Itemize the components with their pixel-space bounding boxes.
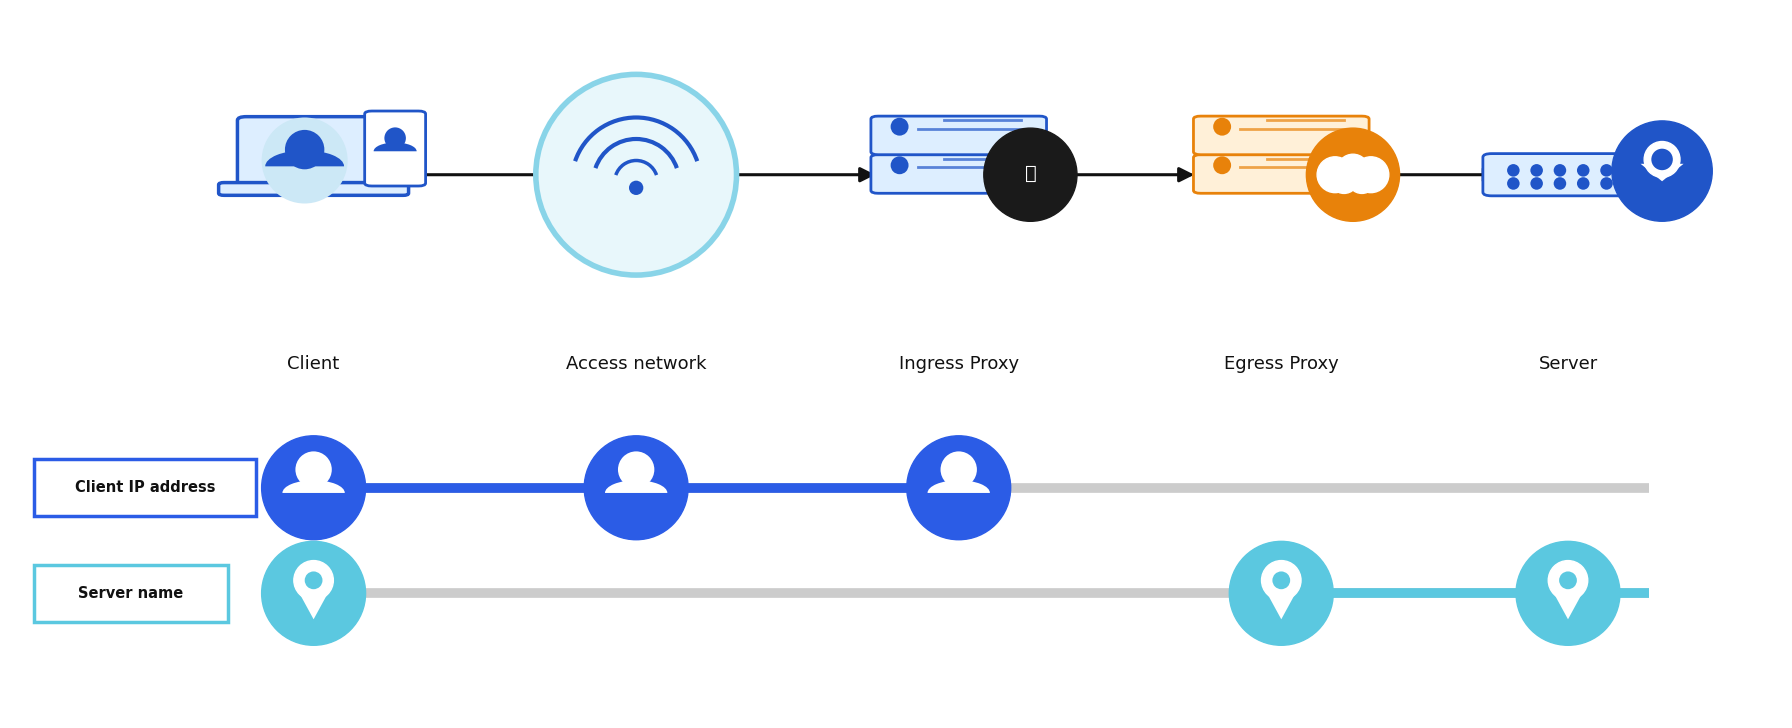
FancyBboxPatch shape	[1484, 154, 1652, 196]
Ellipse shape	[1507, 164, 1520, 177]
Ellipse shape	[536, 74, 737, 275]
Ellipse shape	[1262, 561, 1301, 600]
Ellipse shape	[1330, 165, 1358, 194]
Text: Egress Proxy: Egress Proxy	[1224, 355, 1339, 373]
Ellipse shape	[1507, 177, 1520, 190]
Ellipse shape	[285, 130, 324, 170]
FancyBboxPatch shape	[871, 116, 1047, 154]
Ellipse shape	[294, 561, 333, 600]
Wedge shape	[928, 480, 989, 493]
Ellipse shape	[1554, 177, 1566, 190]
Ellipse shape	[891, 157, 909, 174]
Text: Server name: Server name	[79, 586, 183, 601]
Ellipse shape	[1530, 177, 1543, 190]
Ellipse shape	[305, 571, 323, 589]
FancyBboxPatch shape	[1193, 154, 1369, 193]
Text: Client IP address: Client IP address	[75, 480, 215, 495]
Ellipse shape	[1613, 121, 1713, 221]
FancyBboxPatch shape	[237, 116, 389, 195]
Polygon shape	[1552, 590, 1584, 620]
Ellipse shape	[1348, 165, 1376, 194]
Ellipse shape	[1516, 542, 1620, 645]
Ellipse shape	[1337, 154, 1369, 186]
FancyBboxPatch shape	[366, 111, 426, 186]
Ellipse shape	[262, 117, 348, 204]
Ellipse shape	[1554, 164, 1566, 177]
Text: Server: Server	[1538, 355, 1598, 373]
Text: : 	[1025, 164, 1036, 183]
FancyBboxPatch shape	[34, 565, 228, 622]
FancyBboxPatch shape	[871, 154, 1047, 193]
Ellipse shape	[296, 451, 332, 488]
Ellipse shape	[1229, 542, 1333, 645]
Ellipse shape	[941, 451, 977, 488]
Ellipse shape	[1548, 561, 1588, 600]
Polygon shape	[297, 590, 330, 620]
Text: Ingress Proxy: Ingress Proxy	[898, 355, 1020, 373]
Ellipse shape	[262, 436, 366, 539]
FancyBboxPatch shape	[1193, 116, 1369, 154]
Ellipse shape	[618, 451, 654, 488]
Ellipse shape	[1577, 164, 1590, 177]
Ellipse shape	[1600, 177, 1613, 190]
Ellipse shape	[1600, 164, 1613, 177]
Ellipse shape	[1577, 177, 1590, 190]
Ellipse shape	[385, 127, 407, 149]
Ellipse shape	[262, 542, 366, 645]
Ellipse shape	[984, 128, 1077, 221]
Ellipse shape	[1272, 571, 1290, 589]
Ellipse shape	[1213, 118, 1231, 135]
FancyBboxPatch shape	[34, 459, 256, 516]
Ellipse shape	[1353, 157, 1389, 193]
Wedge shape	[606, 480, 667, 493]
Ellipse shape	[1643, 141, 1681, 178]
Ellipse shape	[891, 118, 909, 135]
Ellipse shape	[1530, 164, 1543, 177]
Ellipse shape	[1652, 149, 1674, 170]
Wedge shape	[283, 480, 344, 493]
Text: Client: Client	[287, 355, 340, 373]
Polygon shape	[1641, 164, 1684, 181]
Ellipse shape	[584, 436, 688, 539]
Ellipse shape	[629, 181, 643, 195]
Ellipse shape	[1559, 571, 1577, 589]
Ellipse shape	[1317, 157, 1353, 193]
Ellipse shape	[1306, 128, 1400, 221]
Ellipse shape	[1213, 157, 1231, 174]
Text: Access network: Access network	[566, 355, 706, 373]
Ellipse shape	[907, 436, 1011, 539]
Wedge shape	[373, 143, 418, 151]
Wedge shape	[265, 150, 344, 167]
FancyBboxPatch shape	[219, 183, 409, 195]
Polygon shape	[1265, 590, 1297, 620]
